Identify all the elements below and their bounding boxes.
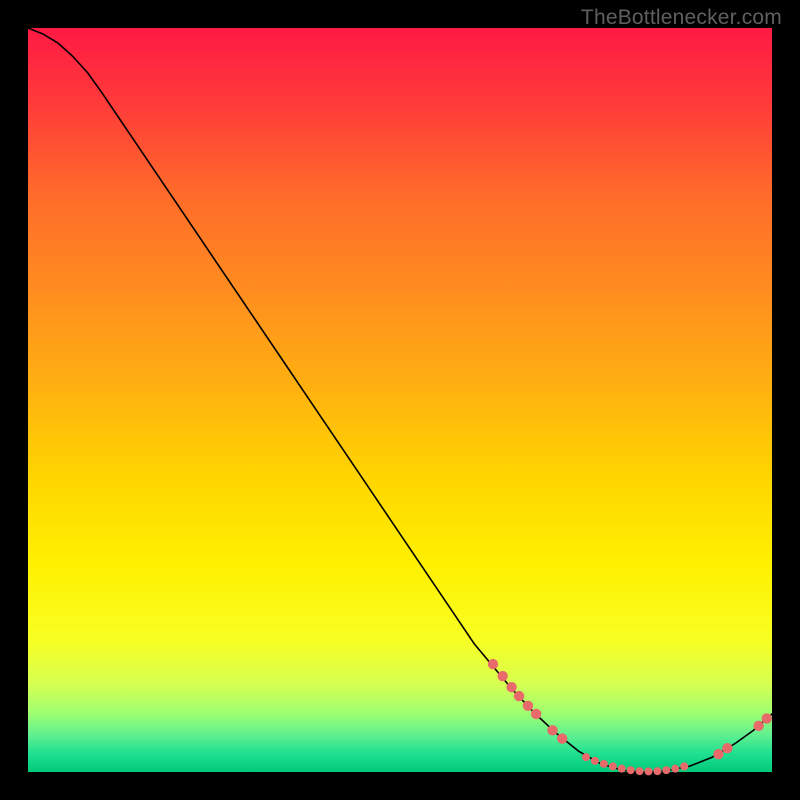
data-marker	[600, 760, 608, 768]
data-marker	[609, 762, 617, 770]
data-marker	[506, 682, 516, 692]
data-marker	[762, 713, 772, 723]
data-marker	[523, 701, 533, 711]
data-marker	[645, 767, 653, 775]
data-marker	[497, 671, 507, 681]
data-marker	[557, 733, 567, 743]
data-marker	[671, 765, 679, 773]
chart-svg	[28, 28, 772, 772]
data-marker	[753, 721, 763, 731]
watermark-text: TheBottlenecker.com	[581, 6, 782, 30]
data-marker	[591, 757, 599, 765]
data-marker	[627, 766, 635, 774]
data-marker	[514, 691, 524, 701]
data-markers	[488, 659, 772, 775]
data-marker	[653, 767, 661, 775]
plot-area	[28, 28, 772, 772]
data-marker	[547, 725, 557, 735]
data-marker	[662, 766, 670, 774]
bottleneck-curve	[28, 28, 772, 772]
data-marker	[722, 743, 732, 753]
data-marker	[488, 659, 498, 669]
data-marker	[636, 767, 644, 775]
data-marker	[713, 749, 723, 759]
data-marker	[618, 765, 626, 773]
chart-container: TheBottlenecker.com	[0, 0, 800, 800]
data-marker	[531, 709, 541, 719]
data-marker	[582, 753, 590, 761]
data-marker	[680, 762, 688, 770]
